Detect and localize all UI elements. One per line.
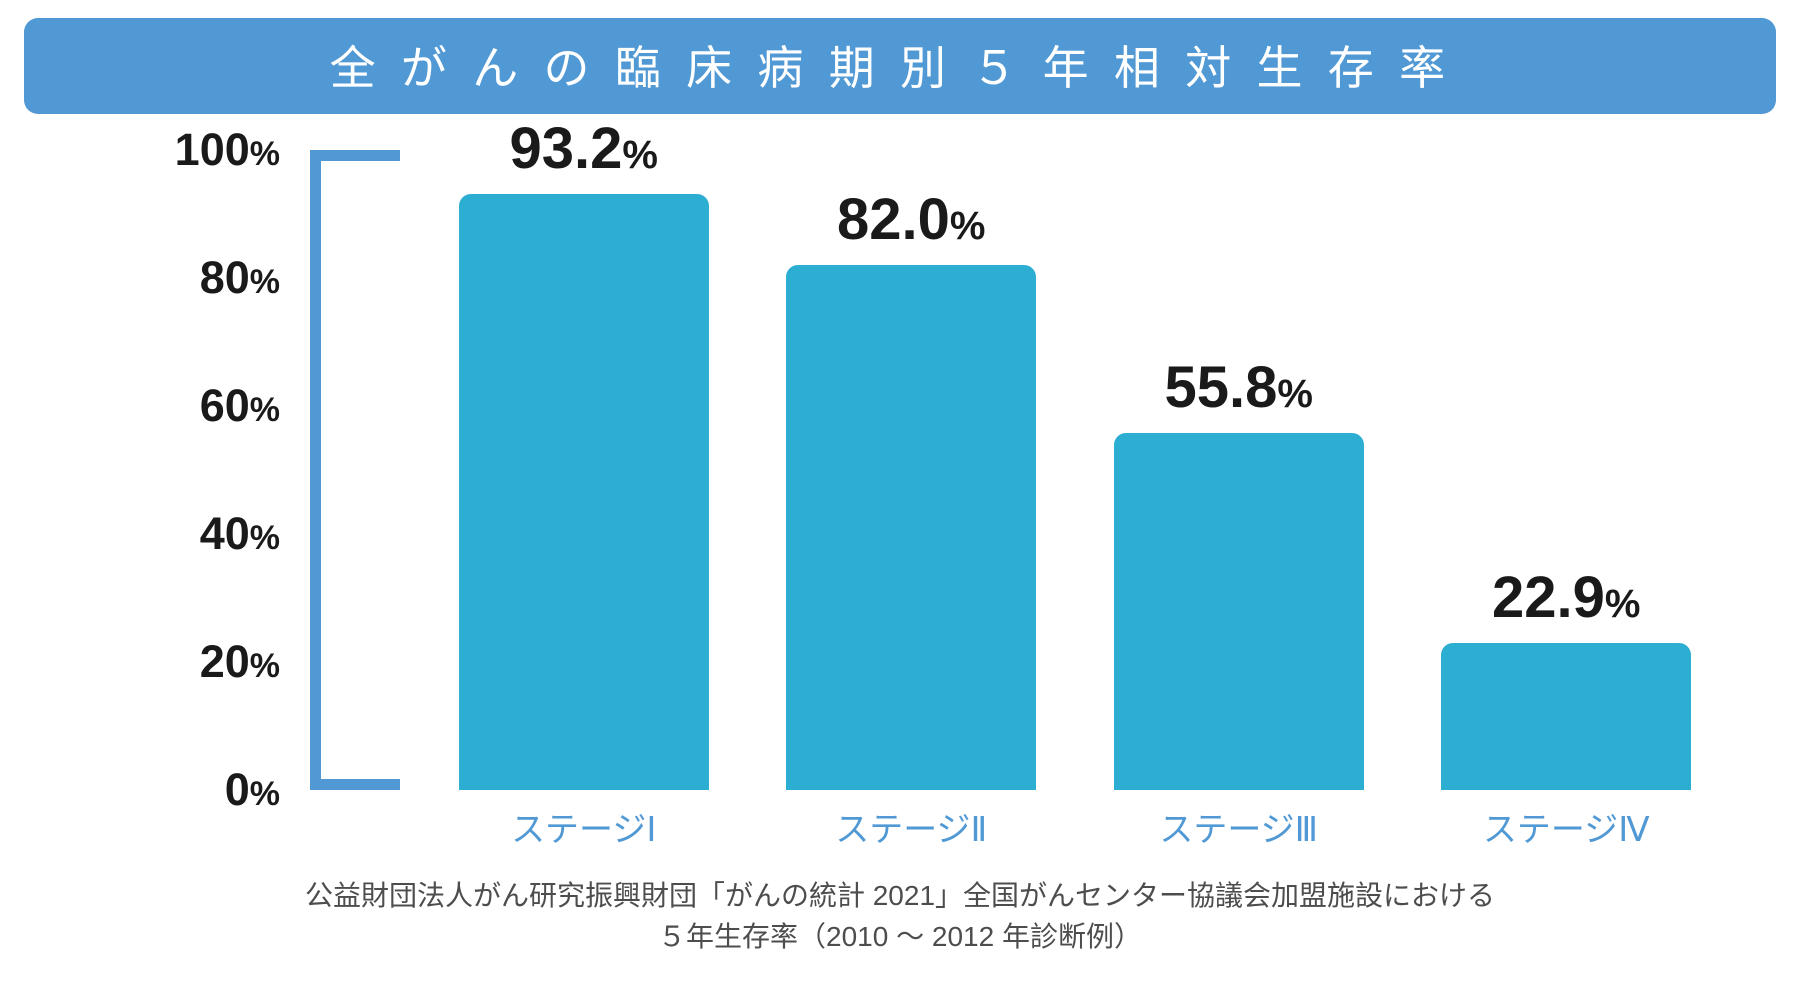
bar-slot: 82.0% <box>786 150 1036 790</box>
bars-area: 93.2% 82.0% 55.8% 22.9% <box>400 150 1750 790</box>
bar-slot: 93.2% <box>459 150 709 790</box>
bar-value-label: 82.0% <box>837 186 985 253</box>
bar-chart: 100%80%60%40%20%0% 93.2%82.0%55.8%22.9% … <box>50 150 1750 870</box>
bar <box>1114 433 1364 790</box>
x-tick-label: ステージⅣ <box>1441 802 1691 851</box>
bar-value-label: 93.2% <box>510 115 658 182</box>
y-tick-label: 60% <box>200 380 280 432</box>
bar-value-label: 55.8% <box>1165 354 1313 421</box>
x-tick-label: ステージⅠ <box>459 802 709 851</box>
source-line-1: 公益財団法人がん研究振興財団「がんの統計 2021」全国がんセンター協議会加盟施… <box>0 876 1800 917</box>
bar <box>786 265 1036 790</box>
x-axis-labels: ステージⅠ ステージⅡ ステージⅢ ステージⅣ <box>400 802 1750 851</box>
chart-source: 公益財団法人がん研究振興財団「がんの統計 2021」全国がんセンター協議会加盟施… <box>0 876 1800 957</box>
source-line-2: ５年生存率（2010 〜 2012 年診断例） <box>0 917 1800 958</box>
y-tick-label: 100% <box>175 124 280 176</box>
chart-title-bar: 全がんの臨床病期別５年相対生存率 <box>24 18 1776 114</box>
bar-value-label: 22.9% <box>1492 564 1640 631</box>
y-axis-labels: 100%80%60%40%20%0% <box>50 150 280 790</box>
bar <box>459 194 709 790</box>
y-tick-label: 0% <box>225 764 280 816</box>
x-tick-label: ステージⅢ <box>1114 802 1364 851</box>
bar-slot: 22.9% <box>1441 150 1691 790</box>
chart-title: 全がんの臨床病期別５年相対生存率 <box>330 42 1471 94</box>
bar <box>1441 643 1691 790</box>
y-tick-label: 80% <box>200 252 280 304</box>
y-tick-label: 20% <box>200 636 280 688</box>
axis-frame <box>310 150 400 790</box>
bar-slot: 55.8% <box>1114 150 1364 790</box>
x-tick-label: ステージⅡ <box>786 802 1036 851</box>
y-tick-label: 40% <box>200 508 280 560</box>
